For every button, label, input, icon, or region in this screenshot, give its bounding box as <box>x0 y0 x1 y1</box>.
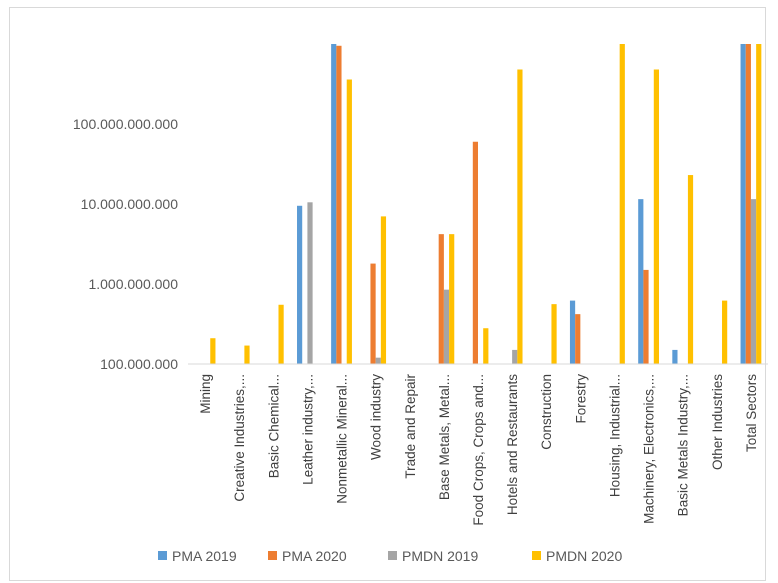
x-category-label: Creative Industries,... <box>232 374 247 502</box>
bar-pma-2020 <box>472 141 478 364</box>
legend-label: PMA 2019 <box>172 548 237 564</box>
bar-pmdn-2020 <box>244 345 250 364</box>
x-axis-labels: Mining Creative Industries,... Basic Chemi… <box>198 373 759 525</box>
legend-swatch <box>268 551 277 560</box>
legend-label: PMDN 2020 <box>546 548 622 564</box>
bar-pmdn-2020 <box>756 44 762 364</box>
bar-pma-2020 <box>370 263 376 364</box>
y-tick-label: 100.000.000.000 <box>73 116 178 132</box>
legend-swatch <box>158 551 167 560</box>
y-tick-label: 1.000.000.000 <box>88 276 178 292</box>
bar-pmdn-2020 <box>346 79 352 364</box>
x-category-label: Wood industry <box>369 374 384 460</box>
bar-pmdn-2020 <box>517 69 523 364</box>
x-category-label: Nonmetallic Mineral... <box>335 374 350 504</box>
bar-pma-2019 <box>569 300 576 364</box>
bar-pmdn-2020 <box>722 300 728 364</box>
bar-pmdn-2020 <box>483 328 489 364</box>
bar-pmdn-2020 <box>653 69 659 364</box>
bar-pma-2019 <box>638 199 644 364</box>
legend-label: PMDN 2019 <box>402 548 478 564</box>
bar-pma-2019 <box>672 349 678 364</box>
bar-pmdn-2019 <box>375 357 381 364</box>
bar-pma-2020 <box>438 234 444 364</box>
legend-swatch <box>532 551 541 560</box>
bar-pmdn-2019 <box>512 349 518 364</box>
bar-pma-2020 <box>336 45 342 364</box>
x-category-label: Trade and Repair <box>403 373 418 478</box>
x-category-label: Other Industries <box>710 374 725 470</box>
bar-pma-2019 <box>331 44 337 364</box>
x-category-label: Construction <box>539 374 554 450</box>
x-category-label: Forestry <box>573 374 588 424</box>
x-category-label: Base Metals, Metal... <box>437 374 452 500</box>
bar-pma-2019 <box>297 205 303 364</box>
x-category-label: Basic Metals Industry,... <box>676 374 691 516</box>
bar-pmdn-2020 <box>687 175 694 364</box>
bars <box>210 44 762 364</box>
x-category-label: Mining <box>198 374 213 414</box>
x-category-label: Leather industry,... <box>300 374 315 485</box>
legend-label: PMA 2020 <box>282 548 347 564</box>
x-category-label: Hotels and Restaurants <box>505 374 520 515</box>
bar-pmdn-2020 <box>449 234 455 364</box>
x-category-label: Food Crops, Crops and... <box>471 374 486 526</box>
bar-pmdn-2020 <box>278 304 284 364</box>
bar-pmdn-2019 <box>307 202 313 364</box>
y-tick-label: 100.000.000 <box>100 356 178 372</box>
bar-pma-2020 <box>643 269 649 364</box>
y-axis-ticks: 100.000.000 1.000.000.000 10.000.000.000 10… <box>73 116 178 372</box>
bar-pmdn-2019 <box>443 289 450 364</box>
bar-pmdn-2020 <box>210 338 216 364</box>
x-category-label: Housing, Industrial... <box>607 374 622 497</box>
bar-pma-2020 <box>575 314 581 364</box>
bar-pmdn-2020 <box>619 44 625 364</box>
bar-pmdn-2019 <box>750 199 757 364</box>
x-category-label: Total Sectors <box>744 374 759 452</box>
x-category-label: Basic Chemical... <box>266 374 281 478</box>
x-category-label: Machinery, Electronics,... <box>642 374 657 524</box>
y-tick-label: 10.000.000.000 <box>81 196 179 212</box>
bar-pmdn-2020 <box>380 216 387 364</box>
legend-swatch <box>388 551 397 560</box>
bar-pmdn-2020 <box>551 304 557 364</box>
bar-pma-2020 <box>745 44 751 364</box>
bar-pma-2019 <box>740 44 746 364</box>
legend: PMA 2019 PMA 2020 PMDN 2019 PMDN 2020 <box>158 548 622 564</box>
